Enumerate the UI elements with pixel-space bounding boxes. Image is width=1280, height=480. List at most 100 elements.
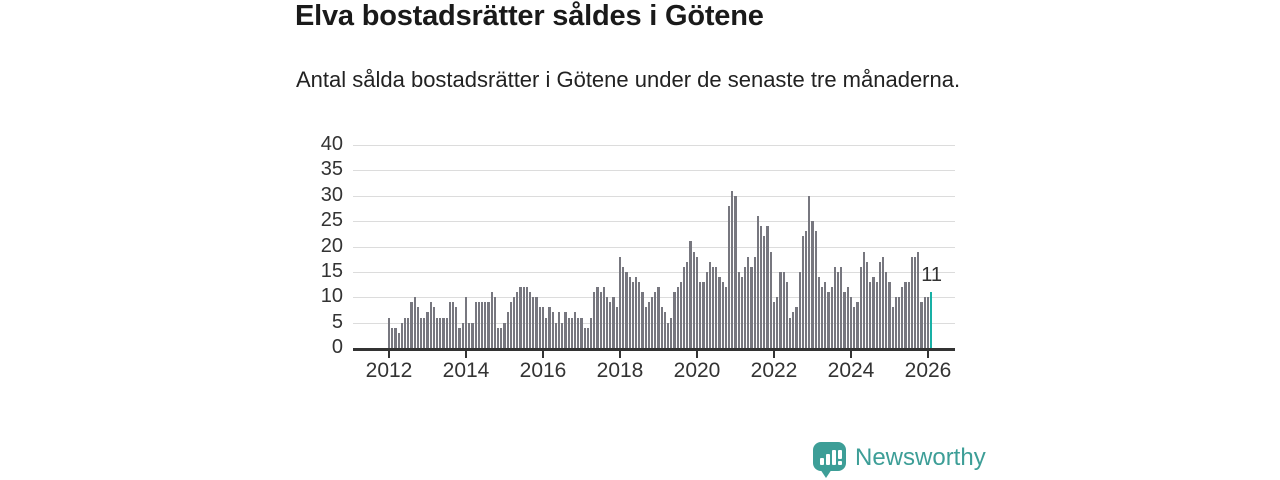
bar — [647, 302, 650, 348]
chart-title: Elva bostadsrätter såldes i Götene — [295, 0, 764, 32]
bar — [477, 302, 480, 348]
bar — [609, 302, 612, 348]
bar — [570, 317, 573, 348]
bar — [432, 307, 435, 348]
bar — [766, 226, 769, 348]
bar — [567, 317, 570, 348]
bar — [673, 292, 676, 348]
bar — [699, 282, 702, 348]
bar — [914, 256, 917, 348]
bar — [471, 322, 474, 348]
gridline — [353, 170, 955, 172]
bar — [856, 302, 859, 348]
bar — [625, 271, 628, 348]
bar — [400, 322, 403, 348]
bar — [923, 297, 926, 348]
bar — [801, 236, 804, 348]
y-axis-tick-label: 15 — [320, 259, 343, 282]
bar — [631, 282, 634, 348]
bar — [484, 302, 487, 348]
bar — [487, 302, 490, 348]
bar — [461, 322, 464, 348]
bar — [622, 266, 625, 348]
bar — [541, 307, 545, 348]
x-axis-tick-label: 2022 — [750, 359, 798, 382]
bar — [679, 282, 683, 348]
bar — [519, 287, 522, 348]
bar — [657, 287, 660, 348]
bar — [445, 317, 448, 348]
bar — [599, 292, 602, 348]
bar — [573, 312, 577, 348]
bar — [641, 292, 644, 348]
bar — [737, 271, 740, 348]
plot-area: 0 5 10 15 20 25 30 35 40 2012 2014 2016 2018 2020 2022… — [321, 133, 955, 382]
x-axis-tick-label: 2014 — [442, 359, 490, 382]
bar — [840, 266, 843, 348]
bar — [480, 302, 484, 348]
bar — [926, 297, 930, 348]
bar — [718, 276, 721, 348]
bar — [644, 307, 647, 348]
y-axis-tick-label: 20 — [320, 234, 343, 257]
bar — [683, 266, 686, 348]
bar — [875, 282, 878, 348]
bar — [872, 276, 875, 348]
bar — [407, 317, 410, 348]
bar — [663, 312, 666, 348]
bar — [416, 307, 419, 348]
bar — [561, 322, 564, 348]
bar — [612, 297, 615, 348]
x-axis-tick — [850, 351, 852, 358]
bar — [865, 261, 869, 348]
bar — [888, 282, 891, 348]
bar — [740, 276, 743, 348]
branding: Newsworthy — [813, 442, 986, 480]
bar — [667, 322, 670, 348]
x-axis-tick — [465, 351, 467, 358]
bar — [756, 216, 760, 348]
bar — [500, 327, 503, 348]
bar — [881, 256, 885, 348]
bar — [468, 322, 471, 348]
bar — [387, 317, 391, 348]
bar — [788, 317, 792, 348]
bar — [455, 307, 458, 348]
bar — [618, 256, 622, 348]
bar — [750, 266, 753, 348]
bar — [628, 276, 631, 348]
bar — [464, 297, 468, 348]
bar — [410, 302, 413, 348]
bar — [721, 282, 724, 348]
gridline — [353, 297, 955, 299]
y-axis-tick-label: 10 — [320, 285, 343, 308]
gridline — [353, 221, 955, 223]
chart-subtitle: Antal sålda bostadsrätter i Götene under… — [296, 67, 961, 92]
x-axis-tick-label: 2012 — [365, 359, 413, 382]
y-axis-tick-label: 35 — [320, 158, 343, 181]
bar — [403, 317, 407, 348]
bar — [846, 287, 849, 348]
bar — [689, 241, 692, 348]
bar — [509, 302, 512, 348]
bar — [535, 297, 538, 348]
bar — [804, 231, 808, 348]
bar — [577, 317, 580, 348]
bar — [833, 266, 837, 348]
bar — [554, 322, 557, 348]
bar — [458, 327, 461, 348]
bar — [705, 271, 708, 348]
bar — [496, 327, 500, 348]
brand-wordmark: Newsworthy — [855, 444, 986, 471]
highlight-value-label: 11 — [921, 264, 942, 287]
bar — [545, 317, 548, 348]
bar — [493, 297, 496, 348]
bar — [548, 307, 551, 348]
bar — [429, 302, 432, 348]
bar — [513, 297, 516, 348]
x-axis-tick — [773, 351, 775, 358]
bar — [760, 226, 763, 348]
bar — [474, 302, 477, 348]
bar — [817, 276, 820, 348]
